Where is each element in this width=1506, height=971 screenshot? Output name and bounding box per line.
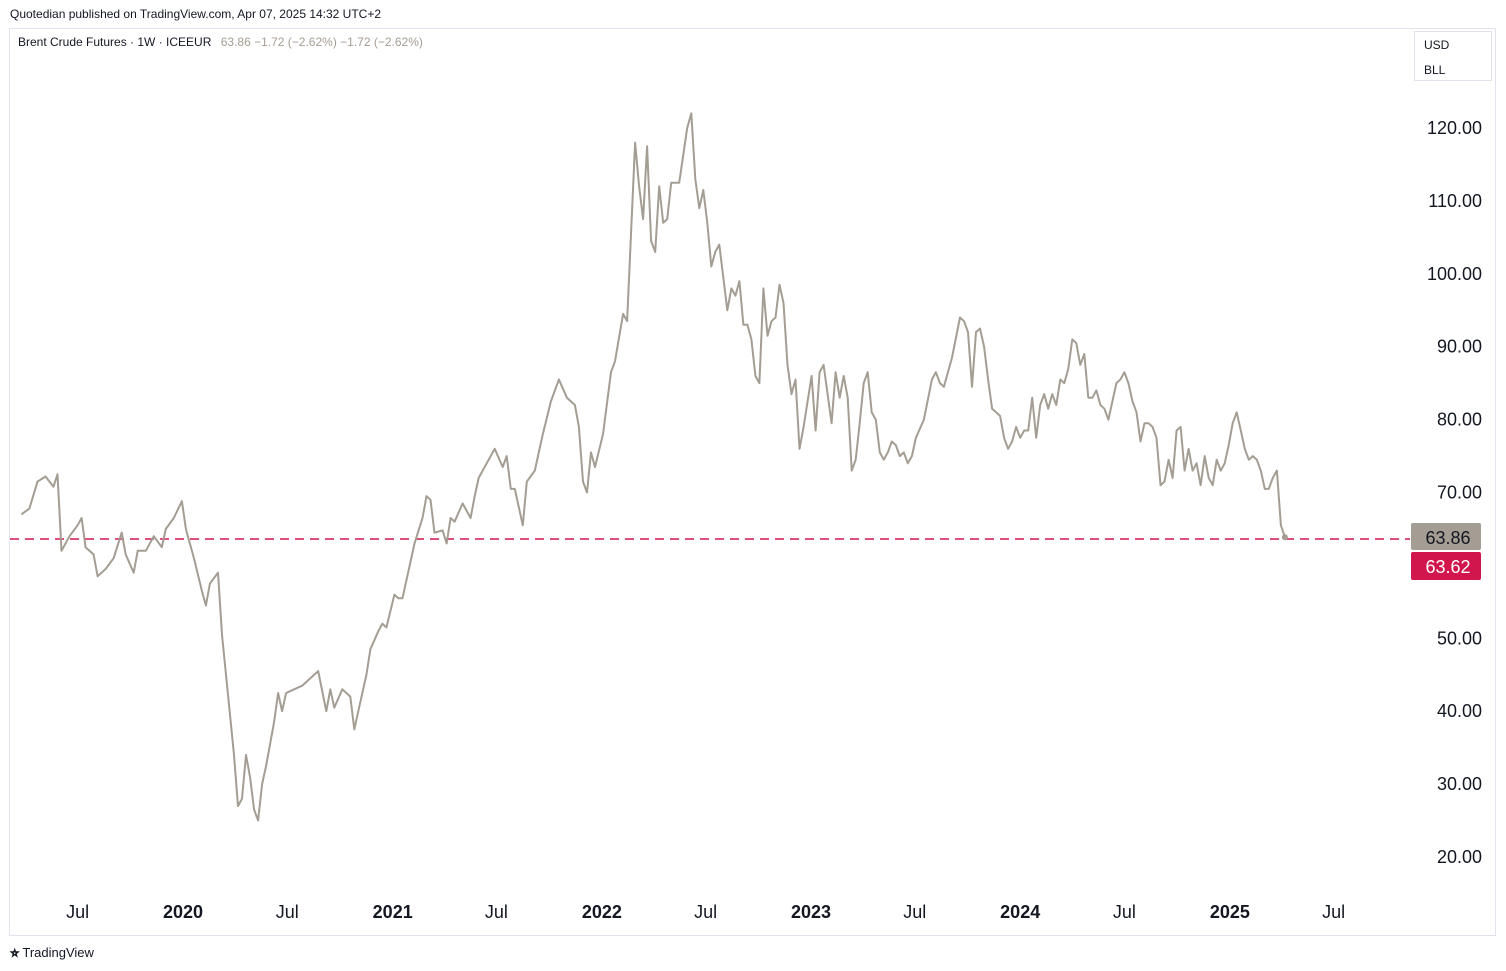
x-tick-label: 2021 xyxy=(373,902,413,922)
x-tick-label: Jul xyxy=(1322,902,1345,922)
x-tick-label: 2024 xyxy=(1000,902,1040,922)
legend-values: 63.86 −1.72 (−2.62%) −1.72 (−2.62%) xyxy=(220,35,423,49)
x-tick-label: Jul xyxy=(276,902,299,922)
x-tick-label: Jul xyxy=(485,902,508,922)
y-tick-label: 110.00 xyxy=(1428,191,1482,211)
publisher-line: Quotedian published on TradingView.com, … xyxy=(10,7,382,21)
chart-legend[interactable]: Brent Crude Futures · 1W · ICEEUR 63.86 … xyxy=(18,35,423,49)
x-axis: Jul 2020 Jul 2021 Jul 2022 Jul 2023 Jul 2024 Jul 20… xyxy=(66,902,1345,922)
last-price-label-bg xyxy=(1411,523,1481,550)
y-tick-label: 30.00 xyxy=(1437,774,1482,794)
last-price-dot xyxy=(1281,534,1288,541)
last-price-label-text: 63.86 xyxy=(1425,528,1470,548)
y-tick-label: 100.00 xyxy=(1427,264,1482,284)
currency-label: USD xyxy=(1424,38,1450,52)
y-axis: 120.00 110.00 100.00 90.00 80.00 70.00 50.00 40… xyxy=(1427,118,1482,867)
last-price-label: 63.86 xyxy=(1411,523,1481,550)
chart-frame xyxy=(9,28,1496,936)
y-tick-label: 90.00 xyxy=(1437,337,1482,357)
unit-selector[interactable]: USD BLL xyxy=(1414,31,1492,81)
series-line xyxy=(20,112,1286,822)
x-tick-label: 2022 xyxy=(582,902,622,922)
reference-price-label: 63.62 xyxy=(1411,552,1481,580)
reference-price-label-bg xyxy=(1411,552,1481,580)
tradingview-brand: TradingView xyxy=(22,945,94,960)
tradingview-footer[interactable]: ⭐︎ TradingView xyxy=(10,944,94,961)
tradingview-logo-icon: ⭐︎ xyxy=(10,944,20,960)
y-tick-label: 20.00 xyxy=(1437,847,1482,867)
x-tick-label: Jul xyxy=(66,902,89,922)
y-tick-label: 80.00 xyxy=(1437,410,1482,430)
y-tick-label: 120.00 xyxy=(1427,118,1482,138)
legend-symbol: Brent Crude Futures · 1W · ICEEUR xyxy=(18,35,212,49)
x-tick-label: Jul xyxy=(694,902,717,922)
x-tick-label: Jul xyxy=(1113,902,1136,922)
y-tick-label: 40.00 xyxy=(1437,701,1482,721)
y-tick-label: 50.00 xyxy=(1437,628,1482,648)
x-tick-label: 2025 xyxy=(1210,902,1250,922)
reference-price-label-text: 63.62 xyxy=(1425,557,1470,577)
x-tick-label: 2020 xyxy=(163,902,203,922)
x-tick-label: 2023 xyxy=(791,902,831,922)
x-tick-label: Jul xyxy=(903,902,926,922)
y-tick-label: 70.00 xyxy=(1437,483,1482,503)
unit-label: BLL xyxy=(1424,63,1446,77)
